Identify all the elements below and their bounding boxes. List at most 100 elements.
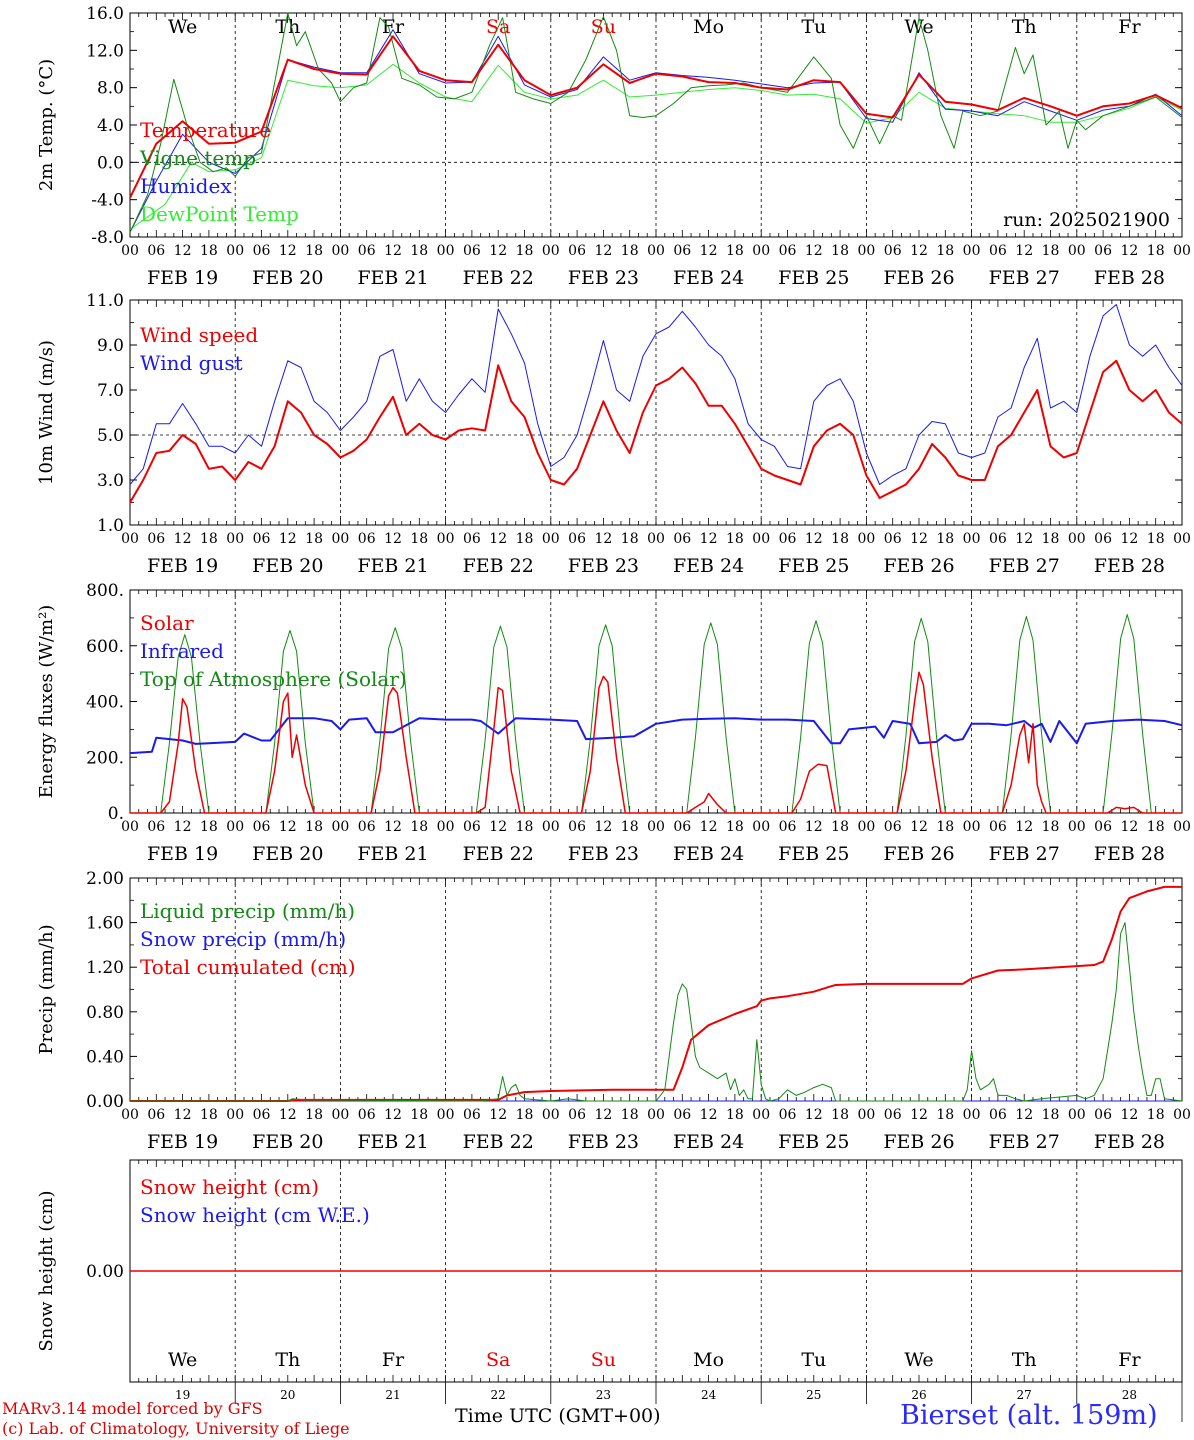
hour-tick-label: 00	[226, 531, 244, 547]
day-number-label: 23	[596, 1388, 611, 1402]
hour-tick-label: 18	[305, 1107, 323, 1123]
hour-tick-label: 00	[647, 819, 665, 835]
series-line	[129, 304, 1183, 485]
date-label: FEB 23	[568, 267, 639, 289]
hour-tick-label: 18	[305, 531, 323, 547]
hour-tick-label: 12	[910, 819, 928, 835]
date-label: FEB 20	[252, 1131, 323, 1153]
date-label: FEB 20	[252, 843, 323, 865]
hour-tick-label: 06	[989, 243, 1007, 259]
weekday-label: Su	[591, 16, 616, 38]
day-number-label: 25	[806, 1388, 821, 1402]
weekday-label: Th	[275, 1349, 300, 1371]
hour-tick-label: 12	[594, 819, 612, 835]
y-tick-label: 7.0	[97, 381, 124, 401]
hour-tick-label: 12	[700, 1107, 718, 1123]
hour-tick-label: 06	[779, 819, 797, 835]
hour-tick-label: 18	[410, 243, 428, 259]
hour-tick-label: 12	[1120, 243, 1138, 259]
legend-entry: Liquid precip (mm/h)	[140, 899, 355, 923]
y-tick-label: -4.0	[91, 191, 124, 211]
y-tick-label: 2.00	[86, 869, 124, 889]
y-axis-label: Precip (mm/h)	[36, 924, 57, 1054]
date-label: FEB 23	[568, 555, 639, 577]
date-label: FEB 27	[989, 1131, 1060, 1153]
date-label: FEB 25	[778, 267, 849, 289]
hour-tick-label: 06	[358, 819, 376, 835]
weekday-label: We	[168, 1349, 197, 1371]
weekday-label: Fr	[1118, 16, 1141, 38]
y-tick-label: -8.0	[91, 228, 124, 248]
station-label: Bierset (alt. 159m)	[900, 1400, 1158, 1431]
hour-tick-label: 00	[1173, 243, 1191, 259]
date-label: FEB 19	[147, 843, 218, 865]
hour-tick-label: 06	[463, 1107, 481, 1123]
run-label: run: 2025021900	[1003, 209, 1170, 231]
hour-tick-label: 18	[1042, 243, 1060, 259]
date-label: FEB 27	[989, 555, 1060, 577]
hour-tick-label: 00	[542, 531, 560, 547]
hour-tick-label: 06	[568, 1107, 586, 1123]
y-tick-label: 0.00	[86, 1092, 124, 1112]
hour-tick-label: 06	[779, 243, 797, 259]
date-label: FEB 24	[673, 843, 744, 865]
hour-tick-label: 12	[174, 1107, 192, 1123]
day-number-label: 22	[491, 1388, 506, 1402]
hour-tick-label: 00	[857, 1107, 875, 1123]
hour-tick-label: 06	[989, 819, 1007, 835]
model-credit: MARv3.14 model forced by GFS	[2, 1399, 263, 1418]
hour-tick-label: 12	[700, 531, 718, 547]
hour-tick-label: 06	[147, 531, 165, 547]
hour-tick-label: 12	[805, 531, 823, 547]
date-label: FEB 19	[147, 1131, 218, 1153]
legend-entry: Infrared	[140, 639, 224, 663]
series-line	[129, 359, 1183, 504]
hour-tick-label: 18	[516, 819, 534, 835]
hour-tick-label: 12	[910, 243, 928, 259]
y-axis-label: Energy fluxes (W/m²)	[36, 605, 57, 799]
hour-tick-label: 18	[305, 243, 323, 259]
hour-tick-label: 00	[963, 243, 981, 259]
date-label: FEB 25	[778, 555, 849, 577]
y-tick-label: 200.	[86, 748, 124, 768]
date-label: FEB 23	[568, 843, 639, 865]
hour-tick-label: 18	[1147, 1107, 1165, 1123]
hour-tick-label: 12	[594, 243, 612, 259]
y-tick-label: 5.0	[97, 426, 124, 446]
hour-tick-label: 06	[568, 819, 586, 835]
hour-tick-label: 18	[1042, 819, 1060, 835]
date-label: FEB 28	[1094, 555, 1165, 577]
hour-tick-label: 06	[673, 243, 691, 259]
hour-tick-label: 18	[516, 1107, 534, 1123]
hour-tick-label: 00	[1068, 243, 1086, 259]
hour-tick-label: 12	[279, 1107, 297, 1123]
hour-tick-label: 06	[358, 1107, 376, 1123]
y-tick-label: 0.00	[86, 1262, 124, 1282]
hour-tick-label: 06	[1094, 819, 1112, 835]
hour-tick-label: 18	[621, 243, 639, 259]
weekday-label: Fr	[382, 1349, 405, 1371]
hour-tick-label: 00	[1068, 1107, 1086, 1123]
hour-tick-label: 06	[1094, 243, 1112, 259]
date-label: FEB 28	[1094, 267, 1165, 289]
hour-tick-label: 18	[410, 1107, 428, 1123]
date-label: FEB 24	[673, 1131, 744, 1153]
y-tick-label: 0.	[108, 804, 124, 824]
date-label: FEB 26	[883, 555, 954, 577]
y-tick-label: 8.0	[97, 79, 124, 99]
hour-tick-label: 06	[1094, 531, 1112, 547]
day-number-label: 28	[1122, 1388, 1137, 1402]
hour-tick-label: 06	[989, 1107, 1007, 1123]
hour-tick-label: 18	[1147, 531, 1165, 547]
weekday-label: Fr	[1118, 1349, 1141, 1371]
hour-tick-label: 18	[726, 531, 744, 547]
date-label: FEB 26	[883, 267, 954, 289]
hour-tick-label: 00	[1173, 819, 1191, 835]
hour-tick-label: 12	[384, 531, 402, 547]
hour-tick-label: 06	[358, 531, 376, 547]
hour-tick-label: 06	[463, 243, 481, 259]
hour-tick-label: 00	[963, 819, 981, 835]
hour-tick-label: 00	[437, 1107, 455, 1123]
date-label: FEB 19	[147, 267, 218, 289]
weekday-label: Tu	[801, 1349, 826, 1371]
